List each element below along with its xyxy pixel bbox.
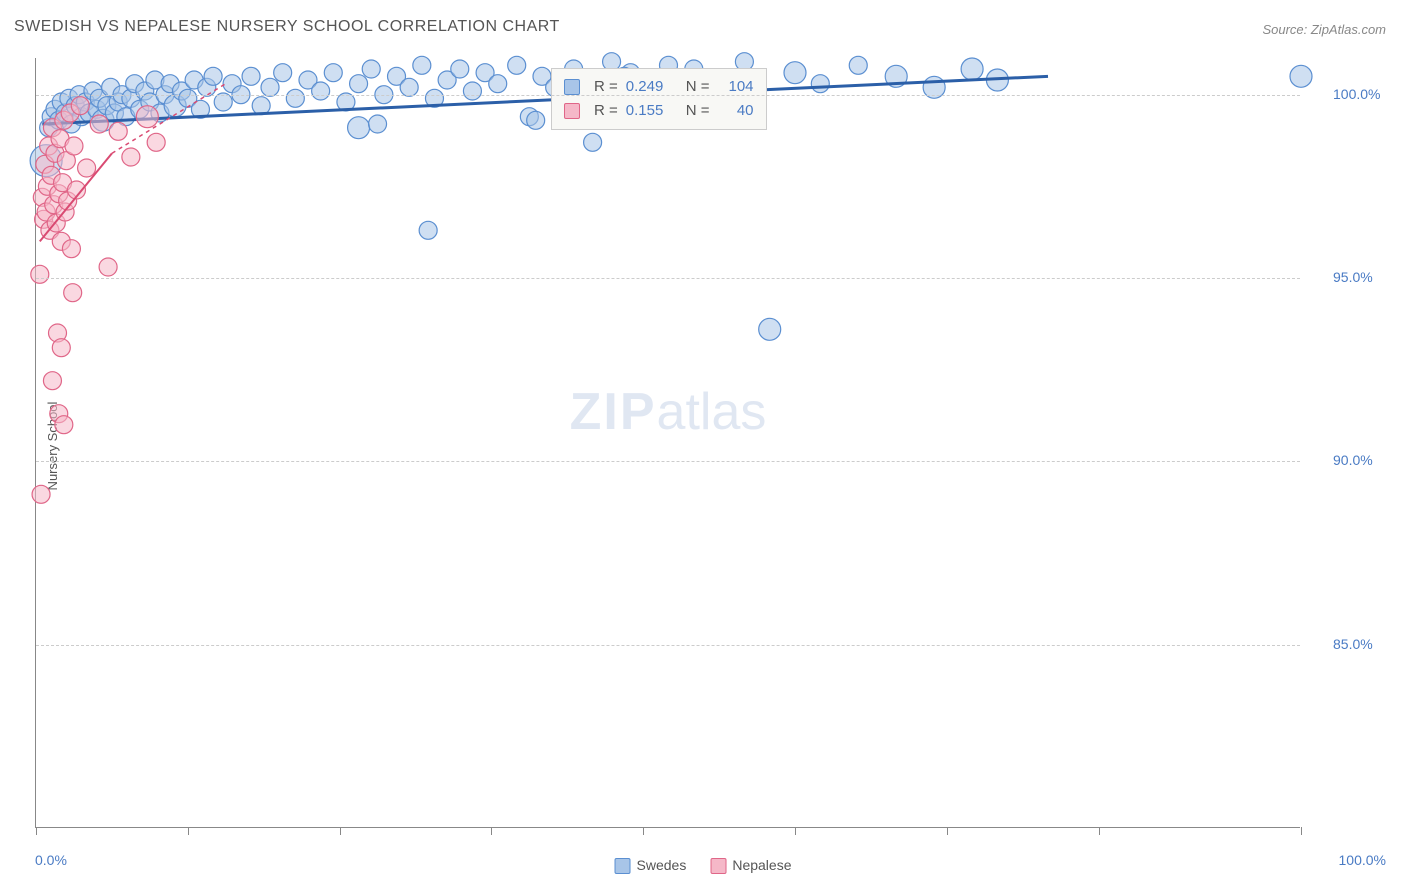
bottom-legend: Swedes Nepalese [615, 857, 792, 874]
gridline [36, 461, 1300, 462]
stat-n-label: N = [686, 99, 710, 123]
legend-item: Swedes [615, 857, 687, 874]
x-tick-label: 100.0% [1339, 852, 1386, 868]
x-tick-mark [491, 827, 492, 835]
x-tick-mark [1099, 827, 1100, 835]
legend-swatch-icon [564, 103, 580, 119]
plot-area: ZIPatlas R =0.249N =104R =0.155N =40 85.… [35, 58, 1300, 828]
stats-legend-box: R =0.249N =104R =0.155N =40 [551, 68, 767, 130]
y-tick-label: 100.0% [1333, 86, 1380, 102]
gridline [36, 645, 1300, 646]
y-tick-label: 95.0% [1333, 269, 1373, 285]
legend-swatch-icon [564, 79, 580, 95]
x-tick-label: 0.0% [35, 852, 67, 868]
x-tick-mark [340, 827, 341, 835]
gridline [36, 95, 1300, 96]
y-tick-label: 90.0% [1333, 452, 1373, 468]
source-attribution: Source: ZipAtlas.com [1262, 22, 1386, 37]
legend-swatch-icon [710, 858, 726, 874]
stats-row: R = 0.155 N = 40 [564, 99, 754, 123]
x-tick-mark [947, 827, 948, 835]
legend-item: Nepalese [710, 857, 791, 874]
legend-swatch-icon [615, 858, 631, 874]
stat-n-value: 40 [718, 99, 754, 123]
stat-r-value: 0.155 [626, 99, 678, 123]
gridline [36, 278, 1300, 279]
legend-label: Swedes [637, 857, 687, 873]
stat-r-label: R = [594, 99, 618, 123]
x-tick-mark [643, 827, 644, 835]
x-tick-mark [36, 827, 37, 835]
chart-svg [36, 58, 1300, 827]
x-tick-mark [795, 827, 796, 835]
x-tick-mark [1301, 827, 1302, 835]
chart-title: SWEDISH VS NEPALESE NURSERY SCHOOL CORRE… [14, 18, 560, 36]
legend-label: Nepalese [732, 857, 791, 873]
x-tick-mark [188, 827, 189, 835]
y-tick-label: 85.0% [1333, 636, 1373, 652]
